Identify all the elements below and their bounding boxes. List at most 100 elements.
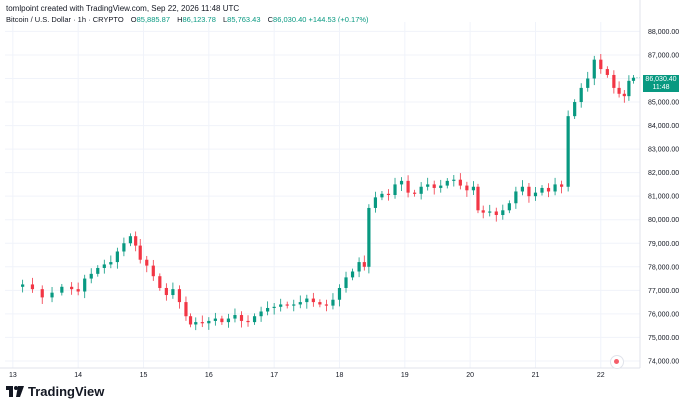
candle-body [507,203,511,211]
time-axis[interactable]: 13 14 15 16 17 18 19 20 21 22 [0,367,640,379]
candle-body [194,322,198,325]
candle-body [50,292,54,298]
candle-body [318,302,322,305]
candle-body [533,192,538,197]
candle-body [298,302,302,305]
candle-body [380,193,384,198]
candle-body [501,210,505,216]
candle-body [393,184,397,195]
low-label: L [222,15,228,24]
candle-body [481,210,485,213]
candle-body [239,315,244,321]
candle-body [592,59,596,79]
candle-body [292,304,296,306]
candle-body [331,299,335,306]
candle-body [560,184,564,187]
x-tick-label: 18 [336,372,344,379]
candle-body [406,180,410,193]
x-tick-label: 19 [401,372,409,379]
candle-body [259,311,263,317]
candle-body [226,318,231,323]
high-label: H [177,15,183,24]
candle-body [573,102,577,117]
candle-body [445,180,449,186]
candle-body [305,298,309,303]
candle-body [246,320,250,323]
candle-body [83,278,87,292]
candle-body [40,289,44,298]
chart-grid [5,22,640,368]
candle-body [622,93,626,97]
candle-body [21,284,25,287]
candle-body [272,306,276,308]
tradingview-logo-icon [6,386,24,397]
y-tick-label: 74,000.00 [648,358,679,365]
candle-body [458,179,462,186]
candle-body [599,59,603,70]
x-tick-label: 22 [597,372,605,379]
tradingview-logo-text: TradingView [28,384,105,399]
candle-body [631,77,636,81]
candle-body [138,245,142,260]
y-tick-label: 82,000.00 [648,170,679,177]
y-tick-label: 78,000.00 [648,264,679,271]
candle-body [386,193,391,195]
candle-body [145,259,149,266]
open-value: 85,885.87 [136,15,170,24]
candle-body [266,307,270,312]
candle-body [158,276,162,288]
high-value: 86,123.78 [182,15,216,24]
last-price-time: 11:48 [652,84,670,91]
y-tick-label: 85,000.00 [648,100,679,107]
tradingview-logo: TradingView [6,384,104,399]
open-label: O [130,15,137,24]
candle-body [128,236,133,244]
candle-body [177,289,182,303]
candle-body [89,273,93,279]
candle-body [311,298,315,303]
last-price-value: 86,030.40 [645,76,677,83]
symbol-label[interactable]: Bitcoin / U.S. Dollar · 1h · CRYPTO [6,15,124,24]
candle-body [109,262,113,265]
candle-body [465,185,469,191]
candle-body [344,277,348,288]
y-tick-label: 84,000.00 [648,123,679,130]
candle-body [612,74,616,88]
candle-body [350,271,355,278]
candle-body [200,322,204,324]
close-label: C [267,15,274,24]
candle-body [337,287,342,300]
candle-body [566,116,570,187]
candle-body [252,316,257,323]
x-tick-label: 17 [270,372,278,379]
candle-body [207,320,211,324]
candle-body [134,236,138,246]
x-tick-label: 13 [9,372,17,379]
candle-body [476,186,480,211]
candle-body [520,186,525,192]
candle-body [426,184,430,187]
close-value: 86,030.40 [273,15,307,24]
candle-body [151,265,155,277]
candle-body [494,211,498,216]
candle-body [102,264,106,268]
candle-body [115,251,119,263]
price-axis[interactable]: 74,000.00 75,000.00 76,000.00 77,000.00 78,0… [639,0,679,368]
candle-body [471,186,476,191]
candle-body [357,262,361,272]
candle-body [627,80,631,97]
candle-body [546,187,551,192]
replay-icon[interactable] [610,355,624,369]
candle-body [605,69,609,75]
candle-body [188,316,193,325]
last-price-tag: 86,030.40 11:48 [643,75,679,92]
y-tick-label: 76,000.00 [648,311,679,318]
x-tick-label: 21 [532,372,540,379]
candle-body [617,87,621,94]
candle-body [279,304,283,307]
candle-body [171,289,175,296]
candle-body [514,191,518,204]
candle-body [439,185,443,188]
candle-body [122,243,126,252]
